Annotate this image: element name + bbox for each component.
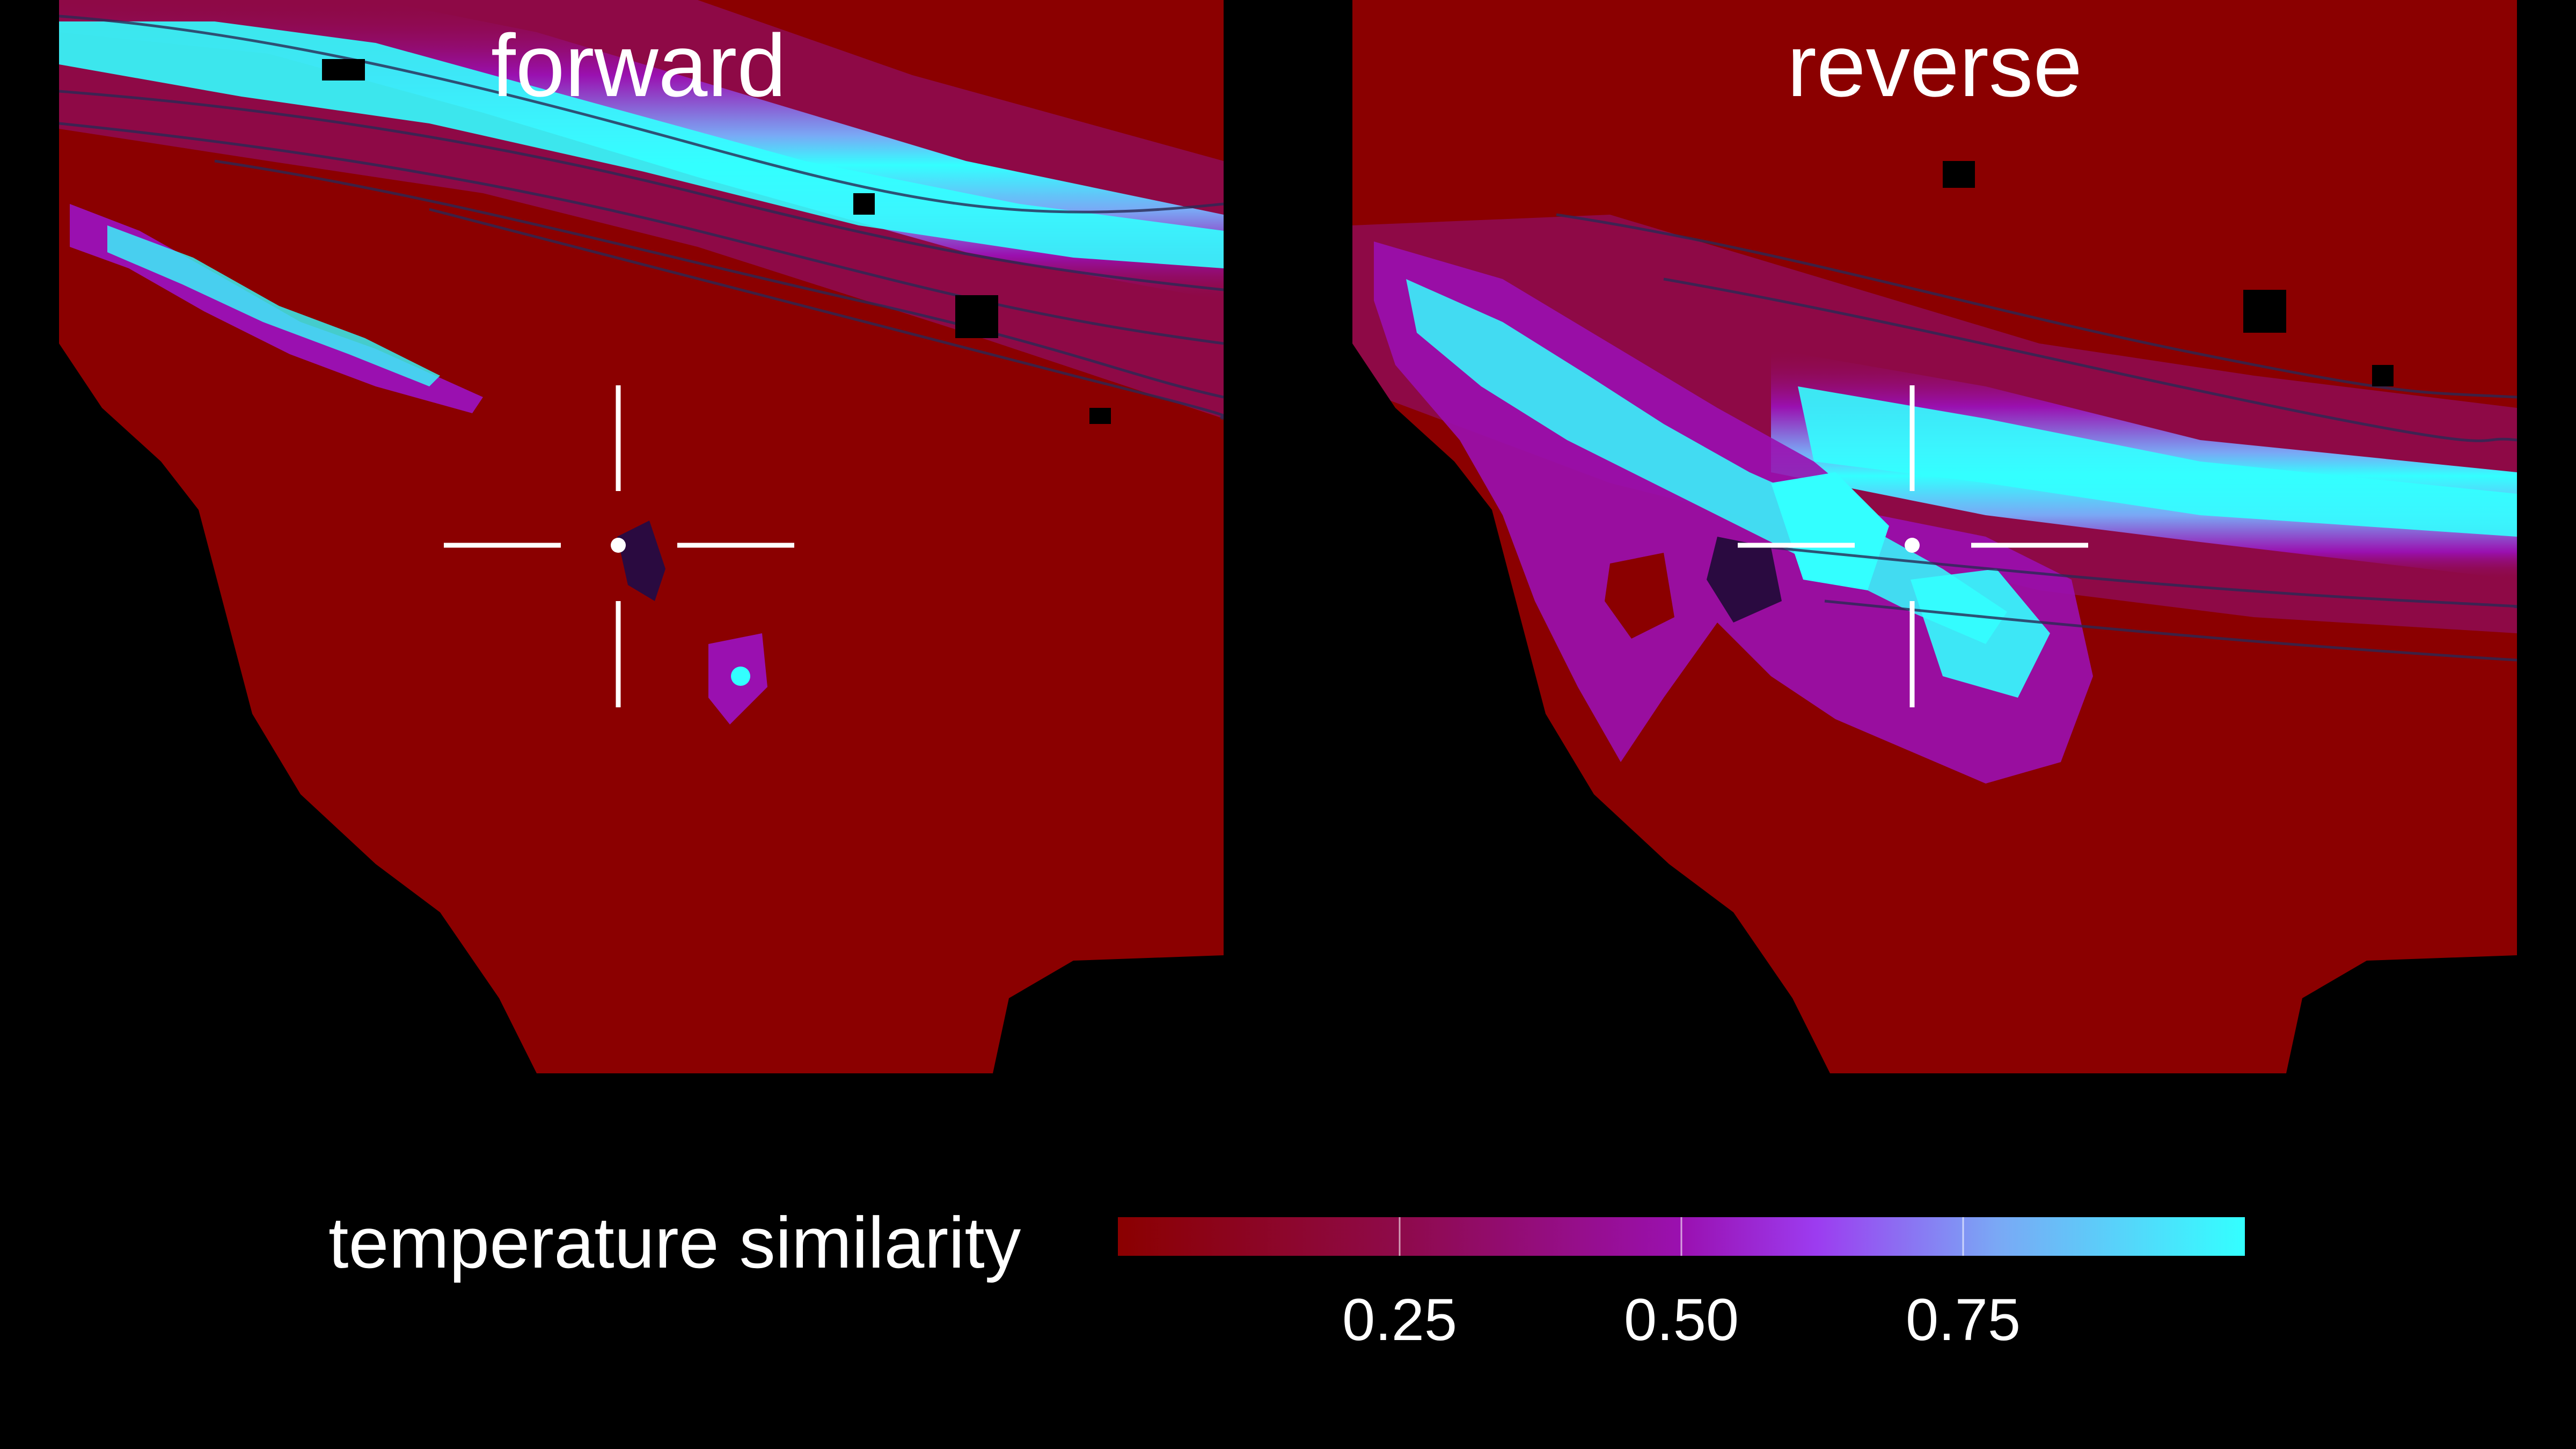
forward-contour-lines — [59, 14, 1224, 420]
panel-title-forward: forward — [491, 16, 787, 115]
reverse-similarity-core — [1798, 386, 2517, 537]
colorbar-ticks — [1399, 1217, 1964, 1256]
colorbar — [1118, 1217, 2245, 1256]
forward-map-panel — [59, 0, 1224, 1073]
reverse-location-marker — [1738, 385, 2088, 707]
forward-coastal-features — [70, 204, 767, 724]
colorbar-label: temperature similarity — [328, 1202, 1021, 1283]
forward-similarity-core — [59, 21, 1224, 268]
reverse-contour-lines — [1556, 213, 2517, 662]
colorbar-tick-label: 0.25 — [1342, 1287, 1458, 1353]
reverse-water-patches — [1943, 161, 2394, 386]
forward-location-marker — [444, 385, 794, 707]
panel-title-reverse: reverse — [1787, 16, 2083, 115]
reverse-map-panel — [1352, 0, 2517, 1073]
forward-water-patches — [322, 59, 1111, 424]
colorbar-tick-label: 0.75 — [1905, 1287, 2021, 1353]
colorbar-tick-label: 0.50 — [1623, 1287, 1739, 1353]
